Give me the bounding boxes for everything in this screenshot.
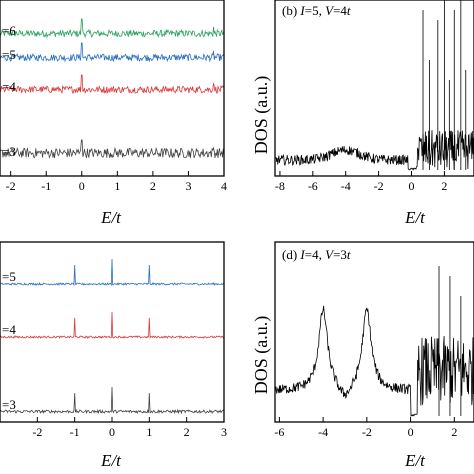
xtick-label: -6 <box>274 425 284 439</box>
panel-b-label: (b) I=5, V=4t <box>282 3 351 18</box>
panel-d-ylabel: DOS (a.u.) <box>251 316 272 395</box>
panel-d: -6 -4 -2 0 2 (d) I=4, V=3t DOS (a.u.) E/t <box>251 241 474 470</box>
xtick-label: -2 <box>362 425 372 439</box>
xtick-label: 0 <box>79 179 85 193</box>
series-line-n3 <box>0 139 225 159</box>
panel-b-ylabel: DOS (a.u.) <box>251 76 272 155</box>
dos-line <box>274 305 474 417</box>
panel-b-xlabel: E/t <box>404 208 426 227</box>
xtick-label: 4 <box>221 179 227 193</box>
panel-b: -8 -6 -4 -2 0 2 (b) I=5, V=4t DOS (a.u.) E/t <box>251 0 474 227</box>
panel-c-series: =5 =4 =3 <box>0 258 225 415</box>
xtick-label: -1 <box>41 179 51 193</box>
series-line-n4 <box>0 311 225 339</box>
series-line-n4 <box>0 74 225 95</box>
xtick-label: -4 <box>341 179 351 193</box>
panel-d-frame <box>274 241 474 423</box>
panel-a-xticks: -2 -1 0 1 2 3 4 <box>6 171 227 193</box>
series-label: =4 <box>2 79 16 94</box>
xtick-label: 2 <box>441 179 447 193</box>
series-label: =6 <box>2 23 16 38</box>
xtick-label: -1 <box>70 425 80 439</box>
series-line-n3 <box>0 386 225 415</box>
xtick-label: 0 <box>408 425 414 439</box>
panel-a-frame <box>0 0 225 177</box>
series-label: =5 <box>2 269 16 284</box>
panel-a-xlabel: E/t <box>100 208 122 227</box>
panel-d-xticks: -6 -4 -2 0 2 <box>274 417 457 439</box>
panel-a-series: =6 =5 =4 =3 <box>0 18 225 159</box>
xtick-label: 3 <box>221 425 227 439</box>
series-line-n5 <box>0 42 225 63</box>
panel-d-xlabel: E/t <box>404 451 426 470</box>
dos-line <box>274 130 474 171</box>
xtick-label: 2 <box>184 425 190 439</box>
xtick-label: 1 <box>114 179 120 193</box>
xtick-label: -2 <box>6 179 16 193</box>
xtick-label: 1 <box>146 425 152 439</box>
xtick-label: -2 <box>374 179 384 193</box>
series-label: =4 <box>2 322 16 337</box>
panel-c: =5 =4 =3 -2 -1 0 1 2 3 E/t <box>0 241 227 470</box>
panel-c-xticks: -2 -1 0 1 2 3 <box>32 417 227 439</box>
xtick-label: 2 <box>150 179 156 193</box>
xtick-label: 3 <box>185 179 191 193</box>
xtick-label: 2 <box>451 425 457 439</box>
series-label: =3 <box>2 144 16 159</box>
series-label: =5 <box>2 47 16 62</box>
series-line-n6 <box>0 18 225 39</box>
panel-d-label: (d) I=4, V=3t <box>282 247 351 262</box>
xtick-label: -8 <box>275 179 285 193</box>
panel-b-series <box>274 0 474 171</box>
xtick-label: -4 <box>318 425 328 439</box>
panel-d-series <box>274 266 474 417</box>
xtick-label: 0 <box>409 179 415 193</box>
xtick-label: -6 <box>308 179 318 193</box>
xtick-label: -2 <box>32 425 42 439</box>
panel-b-frame <box>274 0 474 177</box>
panel-a: =6 =5 =4 =3 -2 -1 0 1 2 3 4 E/t <box>0 0 227 227</box>
series-line-n5 <box>0 258 225 287</box>
panel-c-xlabel: E/t <box>100 451 122 470</box>
xtick-label: 0 <box>109 425 115 439</box>
panel-b-xticks: -8 -6 -4 -2 0 2 <box>275 171 447 193</box>
series-label: =3 <box>2 397 16 412</box>
